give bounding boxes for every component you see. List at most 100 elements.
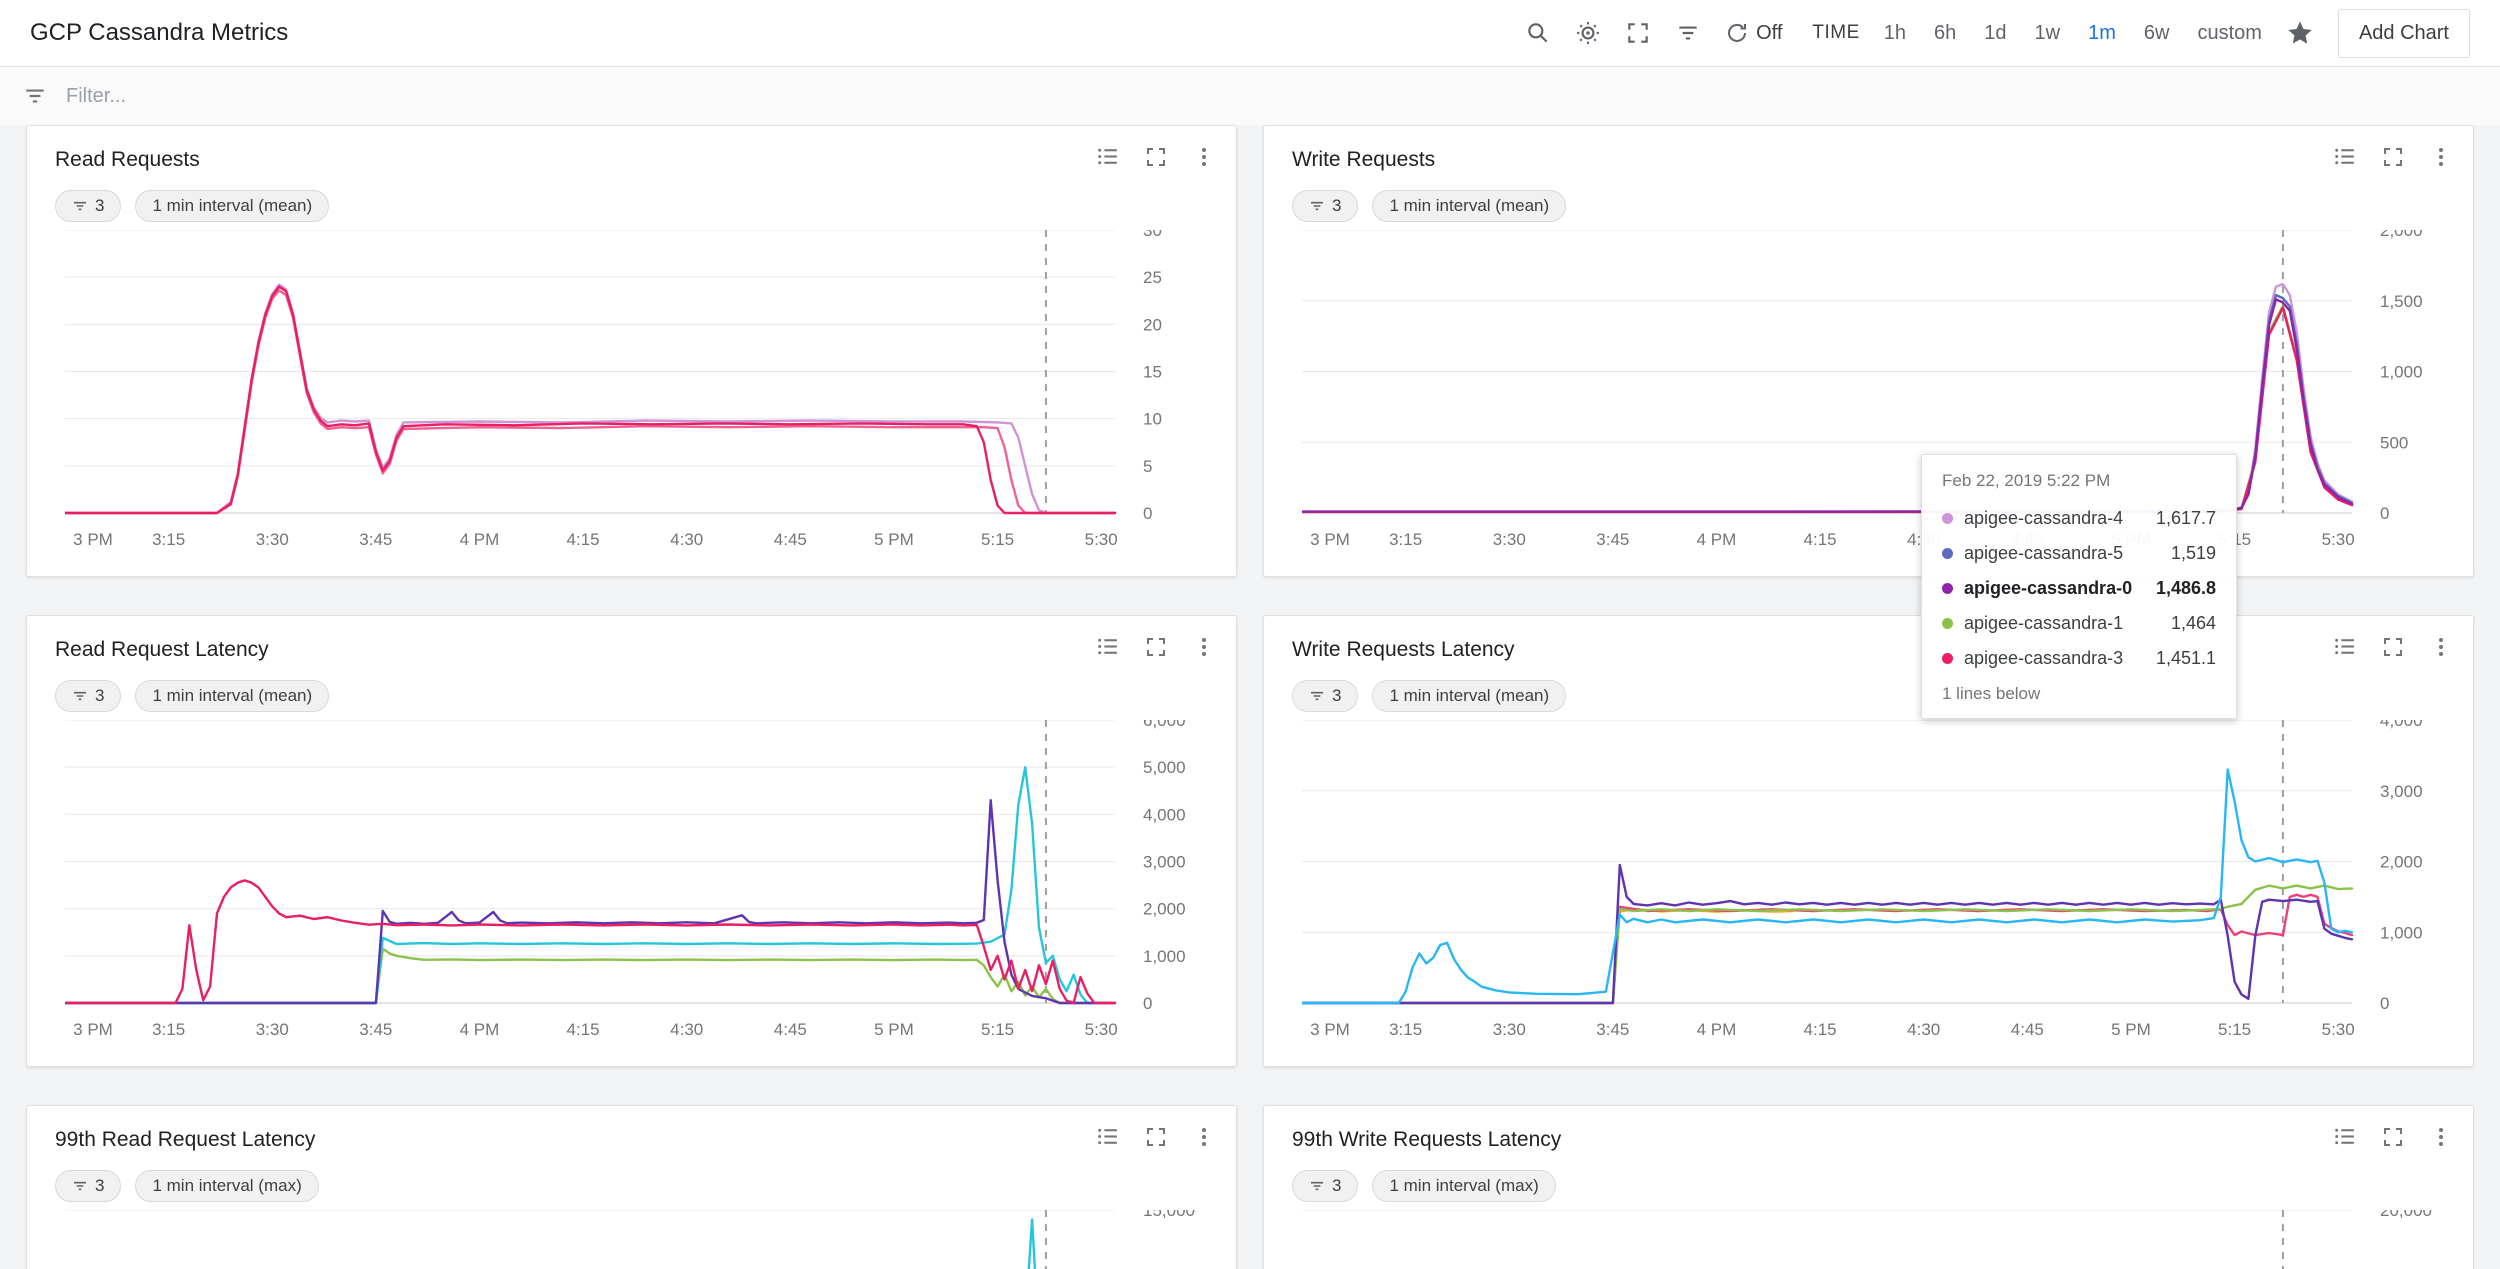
svg-text:3:45: 3:45 [1596,530,1629,549]
tooltip-row: apigee-cassandra-0 1,486.8 [1942,571,2216,606]
interval-chip[interactable]: 1 min interval (max) [1372,1170,1556,1202]
chart-canvas[interactable]: 0 1,000 2,000 3,000 4,000 3 PM 3:15 3:30 3:45 4 P… [1300,711,2462,1060]
svg-text:4:45: 4:45 [774,530,807,549]
legend-icon[interactable] [2332,1124,2357,1149]
filter-count-chip[interactable]: 3 [55,190,122,222]
svg-text:3:30: 3:30 [256,1020,289,1039]
chart-chips: 3 1 min interval (mean) [55,190,330,222]
expand-icon[interactable] [1144,1125,1168,1149]
svg-text:4:15: 4:15 [567,530,600,549]
time-range-1d[interactable]: 1d [1984,21,2007,44]
expand-icon[interactable] [1144,635,1168,659]
tooltip-footer: 1 lines below [1942,684,2041,703]
search-icon[interactable] [1525,20,1551,46]
time-range-1w[interactable]: 1w [2034,21,2061,44]
time-range-custom[interactable]: custom [2197,21,2262,44]
svg-text:5:15: 5:15 [981,530,1014,549]
more-menu-icon[interactable] [1192,145,1216,169]
interval-chip[interactable]: 1 min interval (mean) [1372,190,1567,222]
chart-actions [1095,634,1216,659]
chart-canvas[interactable]: 0 5 10 15 20 25 30 3 PM 3:15 3:30 3:45 4 PM 4:15 4:30… [63,221,1225,570]
top-bar: GCP Cassandra Metrics Off TIME 1h 6h 1d 1w 1… [0,0,2500,67]
filter-bar [0,67,2500,125]
filter-input[interactable] [66,84,2478,108]
expand-icon[interactable] [1144,145,1168,169]
legend-icon[interactable] [1095,634,1120,659]
more-menu-icon[interactable] [2429,145,2453,169]
chart-card-write-requests-latency: Write Requests Latency 3 1 min interval … [1263,615,2474,1067]
svg-text:3:30: 3:30 [1493,530,1526,549]
more-menu-icon[interactable] [2429,1125,2453,1149]
chart-chips: 3 1 min interval (max) [1292,1170,1556,1202]
chart-actions [2332,634,2453,659]
interval-chip[interactable]: 1 min interval (mean) [1372,680,1567,712]
svg-text:15: 15 [1143,363,1162,382]
more-menu-icon[interactable] [1192,1125,1216,1149]
series-name: apigee-cassandra-1 [1964,613,2124,633]
chart-title: 99th Write Requests Latency [1292,1128,1562,1151]
svg-text:3:15: 3:15 [152,530,185,549]
svg-text:4:30: 4:30 [1907,1020,1940,1039]
svg-text:30: 30 [1143,230,1162,240]
chart-actions [2332,144,2453,169]
series-name: apigee-cassandra-4 [1964,508,2124,528]
svg-text:1,000: 1,000 [2380,363,2423,382]
svg-text:10: 10 [1143,410,1162,429]
more-menu-icon[interactable] [1192,635,1216,659]
page-title: GCP Cassandra Metrics [30,19,289,46]
filter-count-chip[interactable]: 3 [1292,680,1359,712]
refresh-state-label: Off [1756,21,1783,44]
svg-text:1,500: 1,500 [2380,292,2423,311]
svg-text:3 PM: 3 PM [73,1020,113,1039]
filter-count: 3 [1332,686,1342,705]
expand-icon[interactable] [2381,635,2405,659]
filter-list-icon[interactable] [1675,20,1701,46]
svg-text:5:30: 5:30 [2322,1020,2355,1039]
settings-gear-icon[interactable] [1575,20,1601,46]
series-color-dot [1942,583,1953,594]
time-range-1h[interactable]: 1h [1883,21,1907,44]
legend-icon[interactable] [1095,1124,1120,1149]
expand-icon[interactable] [2381,145,2405,169]
filter-count-chip[interactable]: 3 [1292,1170,1359,1202]
time-range-1m[interactable]: 1m [2088,21,2116,44]
legend-icon[interactable] [1095,144,1120,169]
time-range-6h[interactable]: 6h [1934,21,1957,44]
series-value: 1,486.8 [2155,578,2216,598]
legend-icon[interactable] [2332,144,2357,169]
interval-chip[interactable]: 1 min interval (max) [135,1170,319,1202]
svg-text:5: 5 [1143,457,1152,476]
interval-chip[interactable]: 1 min interval (mean) [135,680,330,712]
filter-count-chip[interactable]: 3 [55,680,122,712]
filter-count: 3 [95,196,105,215]
star-icon[interactable] [2286,19,2314,47]
svg-text:3 PM: 3 PM [73,530,113,549]
svg-text:5,000: 5,000 [1143,758,1186,777]
add-chart-button[interactable]: Add Chart [2337,8,2470,58]
expand-icon[interactable] [2381,1125,2405,1149]
legend-icon[interactable] [2332,634,2357,659]
svg-text:1,000: 1,000 [2380,923,2423,942]
chart-canvas[interactable]: 0 1,000 2,000 3,000 4,000 5,000 6,000 3 PM 3:15 3… [63,711,1225,1060]
svg-text:3:30: 3:30 [256,530,289,549]
chart-chips: 3 1 min interval (max) [55,1170,319,1202]
time-range-6w[interactable]: 6w [2143,21,2170,44]
auto-refresh-toggle[interactable]: Off [1725,21,1782,45]
filter-count-chip[interactable]: 3 [55,1170,122,1202]
chart-canvas[interactable]: 0 500 1,000 1,500 2,000 3 PM 3:15 3:30 3:45 4 PM 4… [1300,221,2462,570]
filter-count-chip[interactable]: 3 [1292,190,1359,222]
series-value: 1,464 [2170,613,2216,633]
series-color-dot [1942,618,1953,629]
tooltip-row: apigee-cassandra-5 1,519 [1942,536,2216,571]
svg-text:4,000: 4,000 [2380,720,2423,730]
more-menu-icon[interactable] [2429,635,2453,659]
svg-text:3:45: 3:45 [1596,1020,1629,1039]
fullscreen-icon[interactable] [1625,20,1651,46]
filter-count: 3 [1332,1176,1342,1195]
svg-text:500: 500 [2380,433,2408,452]
chart-card-read-request-latency: Read Request Latency 3 1 min interval (m… [26,615,1237,1067]
interval-chip[interactable]: 1 min interval (mean) [135,190,330,222]
series-color-dot [1942,548,1953,559]
